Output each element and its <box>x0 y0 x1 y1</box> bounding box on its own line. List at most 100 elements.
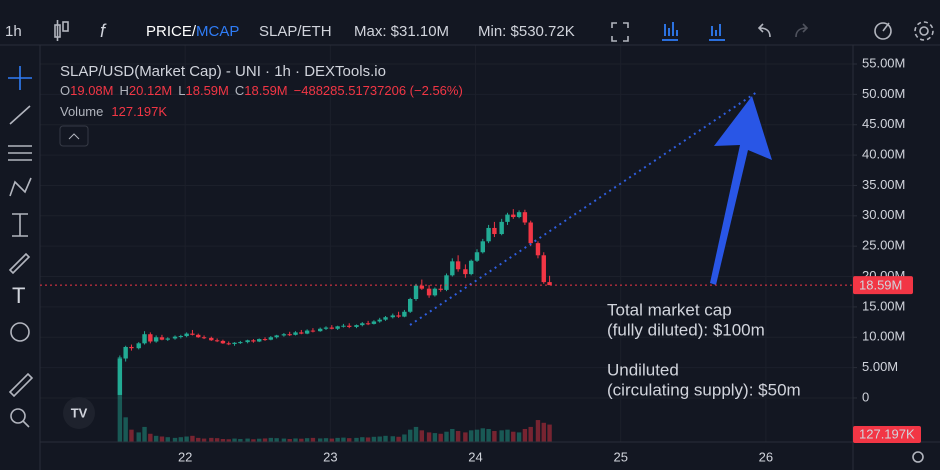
y-tick-label: 55.00M <box>862 55 905 70</box>
annotation: (circulating supply): $50m <box>607 380 801 399</box>
candle-body <box>214 340 220 342</box>
x-tick-label: 26 <box>759 449 773 464</box>
candle-body <box>245 340 250 343</box>
candle-body <box>492 227 497 235</box>
ohlc-value: 18.59M <box>244 83 287 98</box>
drawing-tools[interactable]: T <box>8 66 34 428</box>
candle-body <box>426 288 432 296</box>
candle-body <box>238 342 243 344</box>
chart-type-icon[interactable] <box>662 22 678 41</box>
volume-bar <box>123 417 128 442</box>
candle-body <box>360 323 365 326</box>
candle-body <box>444 275 449 290</box>
volume-bar <box>390 436 395 442</box>
volume-bar <box>413 426 419 442</box>
candle-body <box>293 332 298 335</box>
candle-body <box>402 311 407 317</box>
candle-icon[interactable] <box>54 20 69 41</box>
volume-bar <box>262 438 268 442</box>
volume-axis-label: 127.197K <box>859 426 915 441</box>
interval[interactable]: 1h <box>5 23 22 40</box>
candle-body <box>468 260 474 275</box>
candle-body <box>209 337 214 341</box>
candle-body <box>165 338 170 340</box>
volume-bar <box>377 436 382 442</box>
candle-body <box>383 317 388 320</box>
trend-line <box>409 91 758 326</box>
volume-bar <box>165 437 170 442</box>
volume-bar <box>136 432 141 442</box>
ohlc-letter: L <box>178 83 185 98</box>
x-tick-label: 25 <box>613 449 627 464</box>
volume-bar <box>214 438 220 442</box>
volume-bar <box>396 436 401 442</box>
candle-body <box>499 221 504 235</box>
candle-body <box>251 340 256 342</box>
volume-bar <box>196 437 201 442</box>
volume-bar <box>245 438 250 442</box>
candle-body <box>117 358 123 395</box>
tv-logo[interactable] <box>63 397 95 429</box>
candle-body <box>201 337 207 339</box>
candle-body <box>190 333 195 335</box>
x-tick-label: 22 <box>178 449 192 464</box>
volume-bar <box>257 438 262 442</box>
volume-bar <box>172 437 178 442</box>
candle-body <box>341 325 346 327</box>
candle-body <box>159 337 165 340</box>
axis-settings-icon[interactable] <box>912 451 924 463</box>
candle-body <box>347 325 352 327</box>
volume-bar <box>142 426 147 442</box>
tv-logo-text: TV <box>71 405 88 420</box>
volume-bar <box>148 433 153 442</box>
candle-body <box>299 332 304 334</box>
candle-body <box>262 339 268 341</box>
volume-bar <box>335 437 340 442</box>
ohlc-letter: H <box>120 83 129 98</box>
svg-text:T: T <box>12 283 25 308</box>
y-tick-label: 30.00M <box>862 207 905 222</box>
candle-body <box>438 288 443 290</box>
fullscreen-icon[interactable] <box>611 22 629 42</box>
volume-bar <box>432 433 438 442</box>
volume-bar <box>220 438 226 442</box>
candle-body <box>220 340 226 344</box>
undo-icon[interactable] <box>757 23 771 38</box>
candle-body <box>148 334 153 342</box>
volume-bar <box>232 438 237 442</box>
volume-bar <box>455 431 461 442</box>
bars-icon[interactable] <box>709 24 725 41</box>
candle-body <box>329 327 335 329</box>
indicators-icon[interactable]: f <box>100 21 107 41</box>
candle-body <box>232 342 237 344</box>
volume-bar <box>541 422 546 442</box>
ohlc-legend: O19.08M H20.12M L18.59M C18.59M −488285.5173… <box>60 83 463 98</box>
ohlc-change: −488285.51737206 (−2.56%) <box>294 83 463 98</box>
candle-body <box>528 222 533 244</box>
candle-body <box>354 325 359 327</box>
volume-bar <box>499 430 504 442</box>
candle-body <box>304 330 310 334</box>
candle-body <box>257 339 262 342</box>
volume-bar <box>474 429 480 442</box>
volume-bar <box>516 432 522 442</box>
ohlc-value: 19.08M <box>70 83 113 98</box>
min-label: Min: $530.72K <box>478 23 575 40</box>
collapse-button[interactable] <box>59 125 89 147</box>
pair[interactable]: SLAP/ETH <box>259 23 332 40</box>
volume-bar <box>408 429 413 442</box>
candle-body <box>153 337 159 342</box>
volume-legend: Volume 127.197K <box>60 104 167 119</box>
price-mcap[interactable]: PRICE/MCAP <box>146 23 239 40</box>
volume-bar <box>209 437 214 442</box>
volume-bar <box>159 436 165 442</box>
candle-body <box>455 261 461 270</box>
candle-body <box>432 288 438 296</box>
volume-bar <box>505 429 510 442</box>
y-tick-label: 25.00M <box>862 238 905 253</box>
settings-icon[interactable] <box>914 21 934 41</box>
volume-bar <box>426 432 432 442</box>
volume-bar <box>535 420 541 442</box>
alert-icon[interactable] <box>874 22 892 40</box>
